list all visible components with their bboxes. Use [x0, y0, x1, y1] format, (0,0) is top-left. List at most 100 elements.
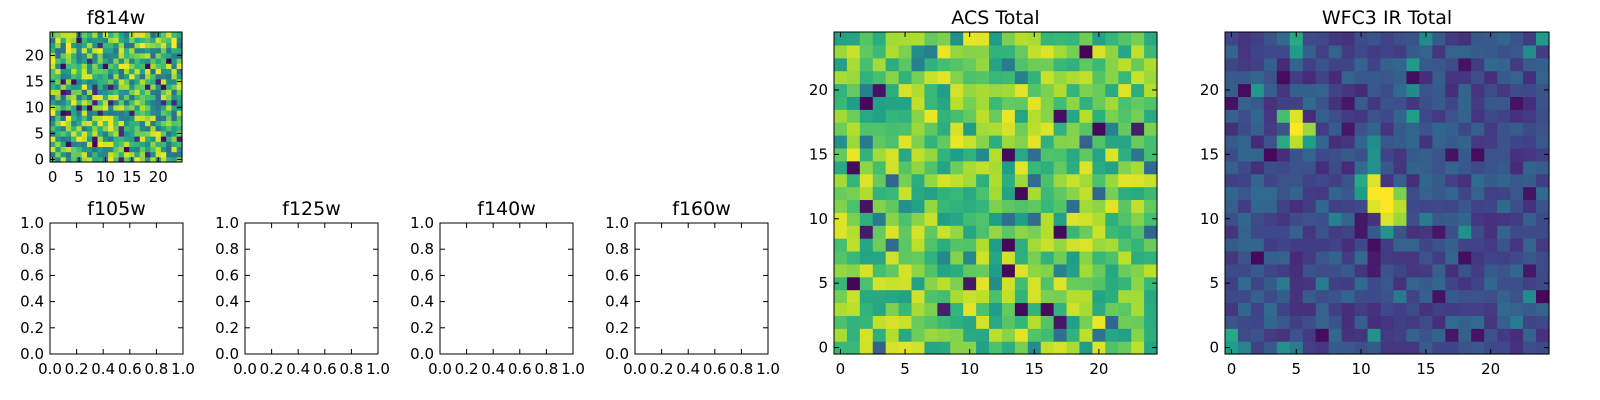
heatmap-cell — [834, 263, 848, 278]
heatmap-cell — [1393, 135, 1408, 149]
heatmap-cell — [155, 89, 162, 95]
heatmap-cell — [108, 120, 114, 127]
heatmap-cell — [1419, 315, 1433, 329]
heatmap-cell — [924, 32, 938, 46]
heatmap-cell — [150, 115, 157, 121]
heatmap-cell — [1092, 238, 1106, 252]
heatmap-cell — [1066, 263, 1081, 278]
heatmap-cell — [989, 250, 1003, 265]
heatmap-cell — [1484, 238, 1498, 252]
heatmap-cell — [76, 141, 83, 147]
heatmap-cell — [145, 84, 151, 90]
heatmap-cell — [1341, 238, 1356, 252]
heatmap-cell — [139, 99, 146, 106]
heatmap-cell — [1014, 315, 1029, 329]
heatmap-cell — [113, 89, 120, 95]
heatmap-cell — [108, 125, 114, 132]
heatmap-cell — [1523, 199, 1537, 213]
heatmap-cell — [155, 42, 162, 49]
heatmap-cell — [872, 263, 887, 278]
heatmap-cell — [1471, 186, 1485, 201]
heatmap-cell — [1380, 302, 1395, 316]
x-tick-label: 0.6 — [508, 360, 532, 378]
heatmap-cell — [145, 125, 151, 132]
heatmap-cell — [1406, 289, 1420, 304]
heatmap-cell — [1027, 341, 1042, 355]
heatmap-cell — [1276, 173, 1291, 188]
heatmap-cell — [1079, 32, 1093, 46]
heatmap-cell — [963, 70, 977, 85]
heatmap-cell — [911, 44, 926, 59]
heatmap-cell — [150, 156, 157, 163]
heatmap-cell — [963, 289, 977, 304]
heatmap-cell — [834, 173, 848, 188]
heatmap-cell — [1276, 147, 1291, 162]
heatmap-cell — [885, 315, 900, 329]
heatmap-cell — [76, 94, 83, 101]
heatmap-cell — [1001, 173, 1016, 188]
heatmap-cell — [1105, 199, 1119, 213]
heatmap-cell — [1354, 199, 1369, 213]
heatmap-cell — [989, 32, 1003, 46]
heatmap-cell — [1289, 225, 1304, 239]
heatmap-cell — [1105, 225, 1119, 239]
heatmap-cell — [1432, 315, 1446, 329]
heatmap-cell — [872, 57, 887, 72]
heatmap-cell — [65, 151, 72, 158]
heatmap-cell — [1289, 96, 1304, 110]
heatmap-cell — [1237, 263, 1252, 278]
heatmap-cell — [160, 58, 167, 64]
y-tick-label: 0.6 — [410, 266, 434, 284]
heatmap-cell — [1250, 341, 1265, 355]
heatmap-cell — [950, 160, 964, 175]
heatmap-cell — [1027, 199, 1042, 213]
heatmap-cell — [1497, 173, 1511, 188]
heatmap-cell — [937, 147, 951, 162]
y-tick-label: 10 — [809, 210, 828, 228]
heatmap-cell — [81, 42, 88, 49]
heatmap-cell — [81, 84, 88, 90]
heatmap-cell — [1118, 109, 1132, 123]
heatmap-cell — [1315, 57, 1330, 72]
heatmap-cell — [129, 104, 136, 111]
axes-frame — [439, 222, 574, 355]
heatmap-cell — [1001, 160, 1016, 175]
heatmap-cell — [113, 130, 120, 137]
heatmap-cell — [55, 58, 62, 64]
heatmap-cell — [50, 68, 56, 75]
heatmap-cell — [150, 125, 157, 132]
heatmap-cell — [1001, 212, 1016, 226]
heatmap-cell — [1302, 276, 1317, 291]
heatmap-cell — [1497, 135, 1511, 149]
heatmap-cell — [81, 73, 88, 80]
heatmap-cell — [1341, 122, 1356, 136]
heatmap-cell — [924, 225, 938, 239]
heatmap-cell — [92, 42, 99, 49]
heatmap-cell — [1354, 109, 1369, 123]
heatmap-cell — [81, 141, 88, 147]
heatmap-cell — [963, 225, 977, 239]
heatmap-cell — [1144, 225, 1158, 239]
heatmap-cell — [118, 37, 125, 43]
heatmap-cell — [834, 122, 848, 136]
heatmap-cell — [1001, 225, 1016, 239]
heatmap-cell — [1131, 122, 1145, 136]
heatmap-cell — [129, 136, 136, 142]
y-tick-label: 1.0 — [20, 214, 44, 232]
heatmap-cell — [60, 104, 67, 111]
heatmap-cell — [166, 73, 173, 80]
heatmap-cell — [1406, 122, 1420, 136]
heatmap-cell — [171, 89, 178, 95]
heatmap-cell — [1471, 44, 1485, 59]
heatmap-cell — [1354, 302, 1369, 316]
heatmap-cell — [1380, 238, 1395, 252]
heatmap-cell — [1263, 122, 1278, 136]
heatmap-cell — [1393, 276, 1408, 291]
heatmap-cell — [166, 84, 173, 90]
heatmap-cell — [123, 47, 130, 54]
heatmap-cell — [1302, 70, 1317, 85]
heatmap-cell — [1092, 341, 1106, 355]
heatmap-cell — [129, 110, 136, 116]
heatmap-cell — [872, 109, 887, 123]
heatmap-cell — [76, 130, 83, 137]
